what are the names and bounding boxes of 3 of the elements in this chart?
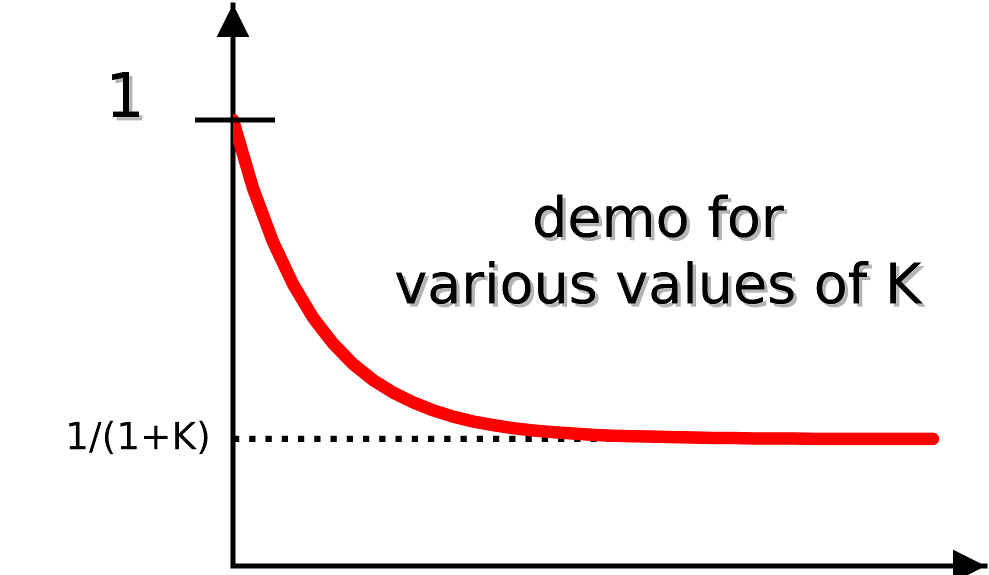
text: 1 bbox=[112, 72, 142, 120]
annotation: demo for various values of K bbox=[396, 194, 926, 308]
ref-line-label: 1/(1+K) bbox=[69, 420, 208, 454]
